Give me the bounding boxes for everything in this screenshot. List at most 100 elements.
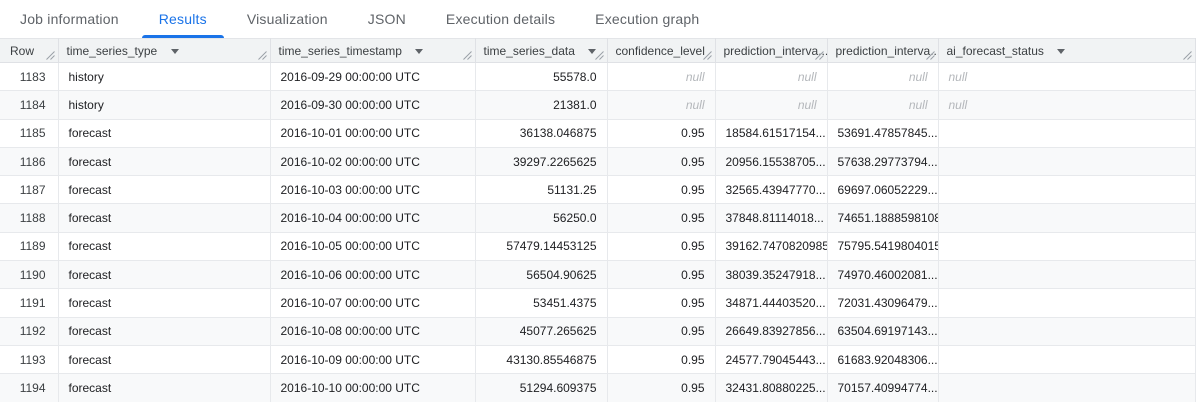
- cell-prediction-interval-lower: 20956.15538705...: [715, 147, 828, 177]
- cell-prediction-interval-lower: 37848.81114018...: [715, 203, 828, 233]
- cell-prediction-interval-upper: 75795.5419804015: [827, 232, 939, 262]
- cell-prediction-interval-upper: 61683.92048306...: [827, 345, 939, 375]
- cell-time-series-timestamp: 2016-10-03 00:00:00 UTC: [270, 175, 476, 205]
- cell-time-series-type: forecast: [58, 119, 271, 148]
- table-row: 1188 forecast 2016-10-04 00:00:00 UTC 56250…: [0, 203, 1196, 233]
- cell-time-series-timestamp: 2016-10-07 00:00:00 UTC: [270, 288, 476, 318]
- cell-row: 1186: [0, 147, 59, 177]
- column-header-ai-forecast-status[interactable]: ai_forecast_status: [938, 38, 1196, 63]
- cell-ai-forecast-status: null: [938, 90, 1196, 120]
- cell-confidence-level: 0.95: [607, 345, 716, 375]
- cell-ai-forecast-status: [938, 147, 1196, 177]
- column-label: prediction_interva...: [723, 43, 827, 58]
- cell-prediction-interval-lower: 32565.43947770...: [715, 175, 828, 205]
- cell-time-series-type: history: [58, 62, 271, 92]
- cell-prediction-interval-upper: null: [827, 62, 939, 92]
- table-row: 1193 forecast 2016-10-09 00:00:00 UTC 43130…: [0, 345, 1196, 375]
- cell-ai-forecast-status: [938, 373, 1196, 402]
- tab-execution-details[interactable]: Execution details: [445, 11, 556, 27]
- cell-ai-forecast-status: [938, 288, 1196, 318]
- column-header-row: Row: [0, 38, 59, 63]
- cell-time-series-type: forecast: [58, 147, 271, 177]
- cell-confidence-level: null: [607, 62, 716, 92]
- cell-prediction-interval-upper: 53691.47857845...: [827, 119, 939, 148]
- cell-ai-forecast-status: [938, 175, 1196, 205]
- cell-row: 1194: [0, 373, 59, 402]
- cell-confidence-level: 0.95: [607, 373, 716, 402]
- column-resize-handle-icon[interactable]: [1182, 51, 1192, 60]
- column-resize-handle-icon[interactable]: [702, 51, 712, 60]
- cell-confidence-level: 0.95: [607, 232, 716, 262]
- column-header-prediction-interval-upper[interactable]: prediction_interva...: [827, 38, 939, 63]
- cell-confidence-level: 0.95: [607, 288, 716, 318]
- column-label: Row: [10, 43, 35, 58]
- column-header-time-series-data[interactable]: time_series_data: [475, 38, 608, 63]
- column-label: confidence_level: [615, 43, 705, 58]
- cell-time-series-data: 21381.0: [475, 90, 608, 120]
- column-menu-icon[interactable]: [170, 48, 179, 54]
- cell-row: 1183: [0, 62, 59, 92]
- cell-time-series-timestamp: 2016-09-29 00:00:00 UTC: [270, 62, 476, 92]
- cell-prediction-interval-upper: null: [827, 90, 939, 120]
- cell-time-series-timestamp: 2016-10-04 00:00:00 UTC: [270, 203, 476, 233]
- cell-time-series-data: 43130.85546875: [475, 345, 608, 375]
- cell-prediction-interval-upper: 74651.1888598108: [827, 203, 939, 233]
- cell-row: 1192: [0, 317, 59, 346]
- cell-time-series-timestamp: 2016-10-01 00:00:00 UTC: [270, 119, 476, 148]
- tab-results[interactable]: Results: [139, 0, 227, 38]
- cell-confidence-level: 0.95: [607, 203, 716, 233]
- cell-confidence-level: 0.95: [607, 317, 716, 346]
- column-resize-handle-icon[interactable]: [814, 51, 824, 60]
- cell-time-series-timestamp: 2016-10-05 00:00:00 UTC: [270, 232, 476, 262]
- cell-time-series-data: 57479.14453125: [475, 232, 608, 262]
- cell-time-series-timestamp: 2016-10-09 00:00:00 UTC: [270, 345, 476, 375]
- results-table-body: 1183 history 2016-09-29 00:00:00 UTC 55578.…: [0, 62, 1196, 402]
- cell-time-series-timestamp: 2016-10-06 00:00:00 UTC: [270, 260, 476, 290]
- tab-json[interactable]: JSON: [367, 11, 406, 27]
- column-menu-icon[interactable]: [588, 48, 597, 54]
- cell-prediction-interval-lower: 24577.79045443...: [715, 345, 828, 375]
- cell-ai-forecast-status: [938, 317, 1196, 346]
- cell-time-series-data: 39297.2265625: [475, 147, 608, 177]
- tab-job-information[interactable]: Job information: [20, 11, 119, 27]
- cell-prediction-interval-lower: 39162.7470820985: [715, 232, 828, 262]
- cell-row: 1190: [0, 260, 59, 290]
- cell-prediction-interval-upper: 63504.69197143...: [827, 317, 939, 346]
- table-header-row: Row time_series_type time_series_timesta…: [0, 38, 1196, 63]
- column-resize-handle-icon[interactable]: [45, 51, 55, 60]
- table-row: 1184 history 2016-09-30 00:00:00 UTC 21381.…: [0, 90, 1196, 120]
- column-resize-handle-icon[interactable]: [594, 51, 604, 60]
- column-resize-handle-icon[interactable]: [462, 51, 472, 60]
- table-row: 1191 forecast 2016-10-07 00:00:00 UTC 53451…: [0, 288, 1196, 318]
- cell-time-series-timestamp: 2016-10-10 00:00:00 UTC: [270, 373, 476, 402]
- table-row: 1185 forecast 2016-10-01 00:00:00 UTC 36138…: [0, 119, 1196, 148]
- cell-confidence-level: 0.95: [607, 175, 716, 205]
- cell-prediction-interval-upper: 69697.06052229...: [827, 175, 939, 205]
- tab-visualization[interactable]: Visualization: [246, 11, 328, 27]
- cell-prediction-interval-lower: null: [715, 90, 828, 120]
- column-menu-icon[interactable]: [415, 48, 424, 54]
- cell-time-series-type: forecast: [58, 373, 271, 402]
- column-header-prediction-interval-lower[interactable]: prediction_interva...: [715, 38, 828, 63]
- cell-time-series-type: forecast: [58, 317, 271, 346]
- column-header-time-series-type[interactable]: time_series_type: [58, 38, 271, 63]
- cell-ai-forecast-status: [938, 119, 1196, 148]
- cell-prediction-interval-lower: 26649.83927856...: [715, 317, 828, 346]
- tab-execution-graph[interactable]: Execution graph: [595, 11, 700, 27]
- column-menu-icon[interactable]: [1057, 48, 1066, 54]
- table-row: 1194 forecast 2016-10-10 00:00:00 UTC 51294…: [0, 373, 1196, 402]
- cell-time-series-data: 51131.25: [475, 175, 608, 205]
- cell-confidence-level: 0.95: [607, 260, 716, 290]
- column-header-time-series-timestamp[interactable]: time_series_timestamp: [270, 38, 476, 63]
- cell-prediction-interval-lower: null: [715, 62, 828, 92]
- cell-ai-forecast-status: [938, 232, 1196, 262]
- cell-prediction-interval-upper: 72031.43096479...: [827, 288, 939, 318]
- column-resize-handle-icon[interactable]: [257, 51, 267, 60]
- cell-time-series-type: history: [58, 90, 271, 120]
- cell-prediction-interval-lower: 34871.44403520...: [715, 288, 828, 318]
- cell-time-series-type: forecast: [58, 288, 271, 318]
- cell-time-series-type: forecast: [58, 345, 271, 375]
- column-resize-handle-icon[interactable]: [925, 51, 935, 60]
- cell-time-series-data: 56250.0: [475, 203, 608, 233]
- column-header-confidence-level[interactable]: confidence_level: [607, 38, 716, 63]
